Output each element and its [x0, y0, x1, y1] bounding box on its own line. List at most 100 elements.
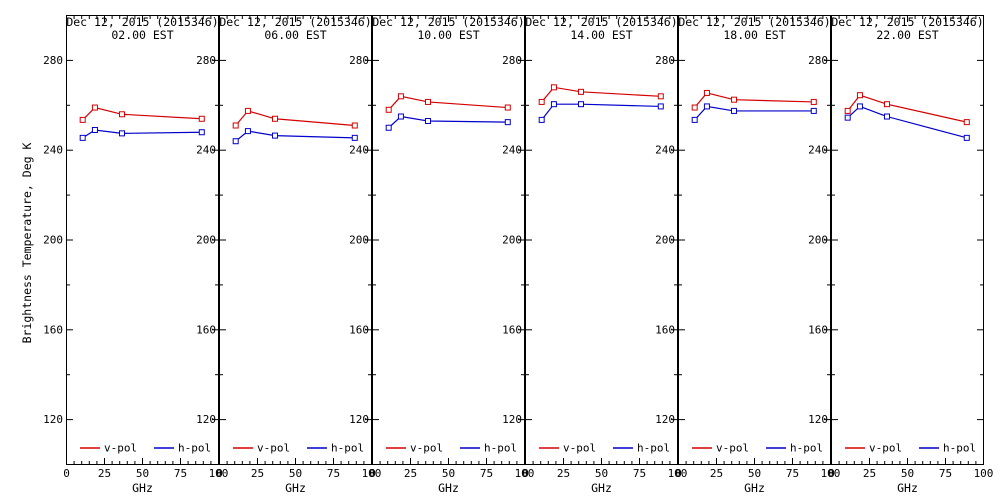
- legend-h-pol-label: h-pol: [943, 442, 976, 455]
- y-tick-label: 160: [196, 323, 216, 336]
- v-pol-marker: [424, 98, 431, 105]
- panel-subtitle: 22.00 EST: [876, 28, 938, 42]
- y-tick-label: 120: [196, 413, 216, 426]
- panel-plot: Dec 12, 2015 (2015346)02.00 EST120160200…: [43, 15, 228, 495]
- x-tick-label: 100: [668, 467, 688, 480]
- y-tick-label: 120: [43, 413, 63, 426]
- panels-row: Dec 12, 2015 (2015346) 02.00 EST 120 160 200…: [43, 0, 993, 500]
- v-pol-marker: [91, 104, 98, 111]
- x-axis-unit-label: GHz: [285, 481, 306, 495]
- y-tick-label: 280: [502, 54, 522, 67]
- y-tick-label: 200: [349, 234, 369, 247]
- h-pol-marker: [351, 134, 358, 141]
- panel-subtitle: 06.00 EST: [264, 28, 326, 42]
- h-pol-marker: [963, 134, 970, 141]
- plot-border: [831, 15, 984, 465]
- panel-subtitle: 02.00 EST: [111, 28, 173, 42]
- h-pol-marker: [856, 103, 863, 110]
- legend-v-pol-label: v-pol: [410, 442, 443, 455]
- chart-panel: Dec 12, 2015 (2015346) 18.00 EST 120 160 200…: [655, 0, 840, 500]
- y-tick-label: 160: [349, 323, 369, 336]
- y-tick-label: 160: [502, 323, 522, 336]
- v-pol-marker: [730, 96, 737, 103]
- y-tick-label: 240: [502, 144, 522, 157]
- x-axis-unit-label: GHz: [591, 481, 612, 495]
- y-tick-label: 200: [808, 234, 828, 247]
- x-tick-label: 75: [633, 467, 646, 480]
- x-axis-unit-label: GHz: [744, 481, 765, 495]
- x-tick-label: 50: [442, 467, 455, 480]
- h-pol-marker: [424, 118, 431, 125]
- legend-h-pol-label: h-pol: [637, 442, 670, 455]
- chart-panel: Dec 12, 2015 (2015346) 22.00 EST 120 160 200…: [808, 0, 993, 500]
- y-tick-label: 200: [196, 234, 216, 247]
- h-pol-marker: [198, 129, 205, 136]
- y-tick-label: 200: [43, 234, 63, 247]
- v-pol-marker: [577, 88, 584, 95]
- h-pol-marker: [244, 128, 251, 135]
- x-tick-label: 100: [209, 467, 229, 480]
- h-pol-line: [541, 103, 661, 121]
- chart-panel: Dec 12, 2015 (2015346) 02.00 EST 120 160 200…: [43, 0, 228, 500]
- y-tick-label: 120: [349, 413, 369, 426]
- v-pol-marker: [504, 104, 511, 111]
- x-tick-label: 0: [369, 467, 376, 480]
- legend-v-pol-label: v-pol: [104, 442, 137, 455]
- h-pol-marker: [703, 103, 710, 110]
- x-tick-label: 75: [174, 467, 187, 480]
- h-pol-marker: [385, 124, 392, 131]
- h-pol-line: [847, 105, 967, 139]
- y-tick-label: 120: [502, 413, 522, 426]
- v-pol-marker: [856, 92, 863, 99]
- v-pol-line: [388, 95, 508, 111]
- h-pol-marker: [118, 130, 125, 137]
- v-pol-marker: [118, 111, 125, 118]
- legend-v-pol-label: v-pol: [716, 442, 749, 455]
- x-tick-label: 100: [515, 467, 535, 480]
- v-pol-marker: [538, 98, 545, 105]
- x-tick-label: 50: [289, 467, 302, 480]
- x-tick-label: 100: [821, 467, 841, 480]
- v-pol-marker: [810, 98, 817, 105]
- chart-panel: Dec 12, 2015 (2015346) 10.00 EST 120 160 200…: [349, 0, 534, 500]
- v-pol-marker: [883, 101, 890, 108]
- v-pol-marker: [244, 107, 251, 114]
- x-tick-label: 0: [828, 467, 835, 480]
- h-pol-marker: [550, 101, 557, 108]
- h-pol-marker: [538, 116, 545, 123]
- h-pol-line: [388, 115, 508, 129]
- x-tick-label: 75: [480, 467, 493, 480]
- legend-v-pol-label: v-pol: [563, 442, 596, 455]
- h-pol-marker: [691, 116, 698, 123]
- chart-panel: Dec 12, 2015 (2015346) 14.00 EST 120 160 200…: [502, 0, 687, 500]
- x-axis-unit-label: GHz: [132, 481, 153, 495]
- v-pol-marker: [550, 84, 557, 91]
- v-pol-marker: [198, 115, 205, 122]
- x-tick-label: 0: [522, 467, 529, 480]
- legend-h-pol-label: h-pol: [790, 442, 823, 455]
- legend-h-pol-label: h-pol: [178, 442, 211, 455]
- y-tick-label: 200: [655, 234, 675, 247]
- legend-v-pol-label: v-pol: [869, 442, 902, 455]
- h-pol-marker: [504, 119, 511, 126]
- y-tick-label: 280: [196, 54, 216, 67]
- y-tick-label: 280: [349, 54, 369, 67]
- y-tick-label: 240: [349, 144, 369, 157]
- y-tick-label: 240: [196, 144, 216, 157]
- x-tick-label: 25: [404, 467, 417, 480]
- panel-plot: Dec 12, 2015 (2015346)18.00 EST120160200…: [655, 15, 840, 495]
- x-tick-label: 25: [98, 467, 111, 480]
- y-tick-label: 240: [43, 144, 63, 157]
- y-axis-title: Brightness Temperature, Deg K: [20, 142, 34, 344]
- y-tick-label: 160: [43, 323, 63, 336]
- y-tick-label: 280: [43, 54, 63, 67]
- h-pol-marker: [91, 126, 98, 133]
- v-pol-line: [847, 94, 967, 123]
- v-pol-marker: [844, 107, 851, 114]
- x-tick-label: 50: [595, 467, 608, 480]
- h-pol-marker: [810, 107, 817, 114]
- x-tick-label: 0: [216, 467, 223, 480]
- legend-h-pol-label: h-pol: [484, 442, 517, 455]
- panel-subtitle: 18.00 EST: [723, 28, 785, 42]
